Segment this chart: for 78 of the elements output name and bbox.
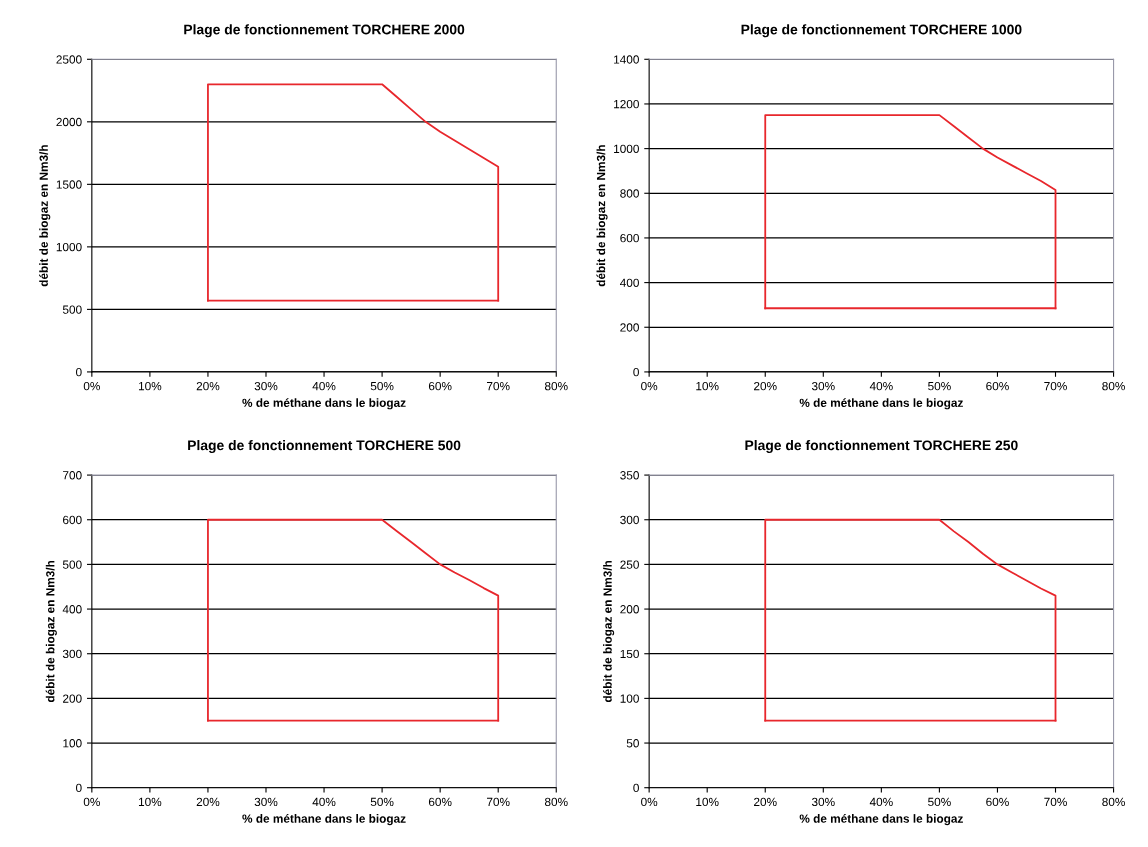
y-tick-label: 100 [620,694,639,703]
x-tick-label: 40% [869,381,893,391]
x-tick-label: 60% [428,381,452,391]
x-tick-label: 0% [641,381,658,391]
y-tick-label: 0 [633,367,639,377]
x-tick-label: 50% [370,381,394,391]
y-tick-label: 500 [62,305,82,314]
y-tick-label: 700 [63,471,82,480]
y-axis-title: débit de biogaz en Nm3/h [39,145,51,287]
x-tick-label: 70% [1044,381,1067,391]
y-tick-label: 600 [63,515,82,525]
x-axis-title: % de méthane dans le biogaz [242,398,406,410]
y-tick-label: 50 [626,739,639,748]
x-tick-label: 40% [312,797,336,807]
y-tick-label: 1000 [56,242,82,252]
y-tick-label: 350 [620,471,639,480]
x-tick-label: 50% [928,381,951,391]
y-tick-label: 0 [76,367,82,377]
x-tick-label: 80% [1102,797,1125,807]
x-tick-label: 30% [811,797,835,807]
x-tick-label: 20% [754,797,777,807]
y-axis-title: débit de biogaz en Nm3/h [45,560,57,703]
x-tick-label: 70% [1044,797,1067,807]
x-tick-label: 80% [1102,381,1125,391]
x-tick-label: 10% [696,381,719,391]
x-axis-title: % de méthane dans le biogaz [242,813,406,826]
y-tick-label: 200 [620,605,639,614]
chart-title: Plage de fonctionnement TORCHERE 500 [188,440,461,454]
x-tick-label: 20% [196,797,220,807]
x-tick-label: 30% [254,797,278,807]
x-tick-label: 60% [986,797,1009,807]
x-tick-label: 0% [641,797,658,807]
y-tick-label: 1200 [614,99,639,109]
x-tick-label: 0% [83,381,100,391]
y-tick-label: 150 [620,649,639,659]
x-tick-label: 10% [138,381,162,391]
chart-title: Plage de fonctionnement TORCHERE 2000 [184,24,465,38]
x-tick-label: 10% [696,797,719,807]
y-tick-label: 2500 [56,55,82,64]
chart-title: Plage de fonctionnement TORCHERE 250 [745,440,1018,454]
y-tick-label: 400 [620,278,639,287]
x-tick-label: 10% [138,797,162,807]
x-tick-label: 80% [544,797,568,807]
y-axis-title: débit de biogaz en Nm3/h [596,145,608,287]
x-tick-label: 40% [869,797,893,807]
y-tick-label: 200 [63,694,82,703]
y-tick-label: 1000 [614,144,639,154]
y-tick-label: 300 [62,649,82,659]
x-axis-title: % de méthane dans le biogaz [799,813,963,826]
y-axis-title: débit de biogaz en Nm3/h [603,560,615,703]
x-tick-label: 60% [986,381,1009,391]
x-tick-label: 60% [428,797,452,807]
x-axis-title: % de méthane dans le biogaz [799,398,963,410]
x-tick-label: 20% [196,381,220,391]
y-tick-label: 1400 [614,55,639,64]
x-tick-label: 30% [254,381,278,391]
y-tick-label: 600 [620,233,639,243]
y-tick-label: 400 [62,605,82,614]
x-tick-label: 50% [370,797,394,807]
x-tick-label: 70% [487,381,510,391]
y-tick-label: 800 [620,189,639,198]
y-tick-label: 2000 [56,117,82,127]
x-tick-label: 80% [544,381,568,391]
x-tick-label: 30% [811,381,835,391]
y-tick-label: 200 [620,323,639,332]
x-tick-label: 20% [754,381,777,391]
y-tick-label: 300 [620,515,639,525]
y-tick-label: 1500 [56,180,82,189]
x-tick-label: 40% [312,381,336,391]
x-tick-label: 70% [487,797,510,807]
y-tick-label: 0 [76,783,82,793]
x-tick-label: 50% [928,797,951,807]
x-tick-label: 0% [83,797,100,807]
y-tick-label: 100 [63,739,82,748]
y-tick-label: 500 [62,560,82,569]
y-tick-label: 250 [620,560,639,569]
chart-title: Plage de fonctionnement TORCHERE 1000 [741,24,1022,38]
y-tick-label: 0 [633,783,639,793]
